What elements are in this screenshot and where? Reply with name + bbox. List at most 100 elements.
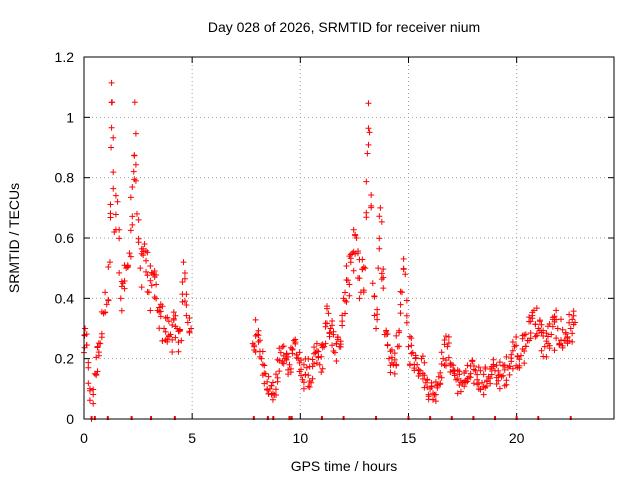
data-point: [384, 341, 391, 348]
data-point: [333, 340, 340, 347]
data-point: [103, 301, 110, 308]
data-point: [97, 340, 104, 347]
data-point: [116, 226, 123, 233]
data-point: [419, 353, 426, 360]
tick-labels: 0 0.2 0.4 0.6 0.8 1 1.2 0 5 10 15 20: [55, 49, 525, 446]
data-point: [262, 370, 269, 377]
data-point: [147, 277, 154, 284]
y-tick-label: 0.4: [55, 290, 75, 306]
data-point: [538, 321, 545, 328]
data-point: [527, 335, 534, 342]
data-point: [408, 342, 415, 349]
data-point: [172, 312, 179, 319]
data-point: [342, 310, 349, 317]
data-point: [276, 357, 283, 364]
data-point: [255, 327, 262, 334]
data-point: [290, 337, 297, 344]
data-point: [151, 294, 158, 301]
data-point: [252, 348, 259, 355]
data-point: [462, 367, 469, 374]
data-point: [83, 342, 90, 349]
data-point: [121, 285, 128, 292]
data-point: [118, 307, 125, 314]
data-point: [448, 361, 455, 368]
data-point: [132, 161, 139, 168]
data-point: [496, 385, 503, 392]
data-point: [368, 204, 375, 211]
data-point: [365, 125, 372, 132]
data-point: [181, 275, 188, 282]
y-tick-label: 0.2: [55, 351, 75, 367]
data-point: [311, 344, 318, 351]
data-point: [519, 335, 526, 342]
data-point: [445, 354, 452, 361]
data-point: [540, 327, 547, 334]
data-point: [548, 331, 555, 338]
data-point: [309, 363, 316, 370]
data-point: [513, 342, 520, 349]
data-point: [299, 376, 306, 383]
data-point: [134, 210, 140, 217]
data-point: [553, 307, 560, 314]
data-point: [280, 360, 287, 367]
data-point: [300, 379, 307, 386]
data-point: [343, 263, 350, 270]
x-tick-label: 10: [293, 430, 309, 446]
data-point: [543, 353, 550, 360]
data-point: [157, 308, 164, 315]
data-point: [533, 332, 540, 339]
data-point: [107, 201, 114, 208]
data-point: [438, 349, 445, 356]
data-point: [322, 340, 329, 347]
data-point: [477, 385, 484, 392]
data-point: [546, 320, 553, 327]
data-point: [373, 325, 380, 332]
data-point: [175, 348, 182, 355]
data-point: [405, 343, 412, 350]
data-point: [176, 327, 183, 334]
data-point: [365, 141, 372, 148]
data-point: [566, 311, 573, 318]
data-point: [312, 349, 319, 356]
data-point: [506, 371, 513, 378]
data-point: [457, 388, 464, 395]
data-point: [522, 331, 529, 338]
data-point: [435, 373, 442, 380]
data-point: [503, 381, 510, 388]
data-point: [170, 309, 177, 316]
data-point: [272, 392, 279, 399]
data-point: [298, 357, 305, 364]
data-point: [434, 381, 441, 388]
data-point: [408, 335, 415, 342]
data-point: [298, 372, 305, 379]
data-point: [292, 340, 299, 347]
data-point: [325, 310, 332, 317]
data-point: [298, 366, 305, 373]
data-point: [350, 267, 357, 274]
data-point: [527, 318, 534, 325]
data-point: [316, 361, 323, 368]
data-point: [564, 334, 571, 341]
data-point: [90, 386, 97, 393]
data-point: [94, 344, 101, 351]
data-point: [375, 265, 382, 272]
data-point: [151, 268, 158, 275]
grid-lines: [84, 57, 614, 419]
data-point: [371, 293, 378, 300]
data-point: [102, 289, 109, 296]
data-point: [114, 198, 121, 205]
data-point: [551, 313, 558, 320]
data-point: [143, 268, 150, 275]
x-tick-label: 15: [401, 430, 417, 446]
data-point: [551, 347, 558, 354]
data-point: [110, 169, 117, 176]
data-point: [252, 332, 259, 339]
data-point: [165, 318, 172, 325]
data-point: [397, 288, 404, 295]
y-axis-label: SRMTID / TECUs: [6, 183, 22, 293]
data-point: [147, 307, 154, 314]
data-point: [400, 255, 407, 262]
data-point: [300, 361, 307, 368]
data-point: [437, 369, 444, 376]
data-point: [259, 361, 266, 368]
